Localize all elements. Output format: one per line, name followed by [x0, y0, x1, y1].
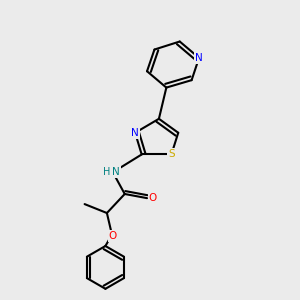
Text: S: S: [168, 149, 175, 160]
Text: N: N: [112, 167, 120, 177]
Text: N: N: [131, 128, 139, 138]
Text: O: O: [149, 193, 157, 203]
Text: N: N: [195, 53, 203, 63]
Text: H: H: [103, 167, 110, 177]
Text: O: O: [109, 231, 117, 241]
